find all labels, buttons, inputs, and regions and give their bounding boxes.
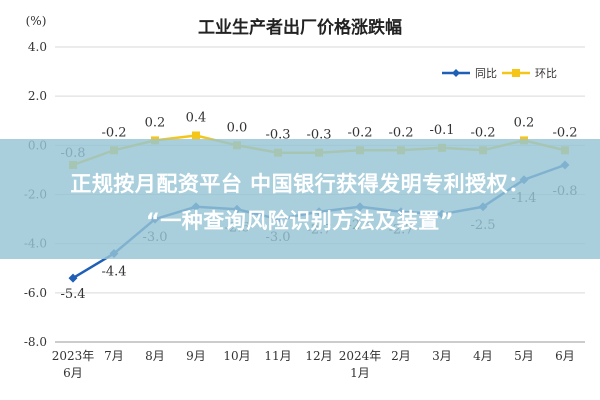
data-label: -0.1 [429,123,454,138]
data-label: 0.0 [227,120,248,135]
data-label: -0.3 [306,128,331,143]
x-tick-label: 2023年 [52,349,95,363]
y-tick-label: 2.0 [28,89,47,103]
x-tick-labels: 2023年 6月 7月 8月 9月 10月 11月 12月 2024年 1月 2月 3月 4月 5月 6月 [52,349,575,380]
legend-swatch-marker [452,69,460,77]
data-label: -4.4 [101,265,126,280]
x-tick-label: 10月 [223,349,250,363]
x-tick-label: 11月 [264,349,291,363]
x-tick-label: 5月 [514,349,534,363]
y-tick-label: 4.0 [28,40,47,54]
overlay-text-line-1: 正规按月配资平台 中国银行获得发明专利授权： [70,172,530,196]
overlay-banner [0,139,600,259]
data-label: -0.2 [347,125,372,140]
x-tick-label: 2月 [391,349,411,363]
legend-label: 环比 [535,67,557,80]
x-tick-label: 1月 [350,366,370,380]
overlay-text-line-2: “一种查询风险识别方法及装置” [145,209,455,233]
data-label: -0.2 [101,125,126,140]
x-tick-label: 6月 [63,366,83,380]
legend: 同比 环比 [442,67,557,80]
y-axis-unit: (%) [26,14,47,28]
data-label: -0.2 [388,125,413,140]
y-tick-label: -6.0 [24,286,47,300]
y-tick-label: -8.0 [24,335,47,349]
data-label: -5.4 [60,287,85,302]
data-label: -0.2 [470,125,495,140]
data-point-yoy [68,273,78,283]
x-tick-label: 4月 [473,349,493,363]
data-label: 0.2 [145,115,166,130]
chart-title: 工业生产者出厂价格涨跌幅 [198,17,402,38]
data-label: 0.2 [514,115,535,130]
data-label: 0.4 [186,111,207,126]
data-point-mom [192,131,200,140]
x-tick-label: 6月 [555,349,575,363]
data-label: -0.3 [265,128,290,143]
x-tick-label: 7月 [104,349,124,363]
x-tick-label: 9月 [186,349,206,363]
x-tick-label: 12月 [305,349,332,363]
legend-swatch-marker [512,69,520,77]
legend-label: 同比 [475,67,497,80]
data-label: -0.2 [552,125,577,140]
x-tick-label: 2024年 [339,349,382,363]
x-tick-label: 3月 [432,349,452,363]
x-tick-label: 8月 [145,349,165,363]
